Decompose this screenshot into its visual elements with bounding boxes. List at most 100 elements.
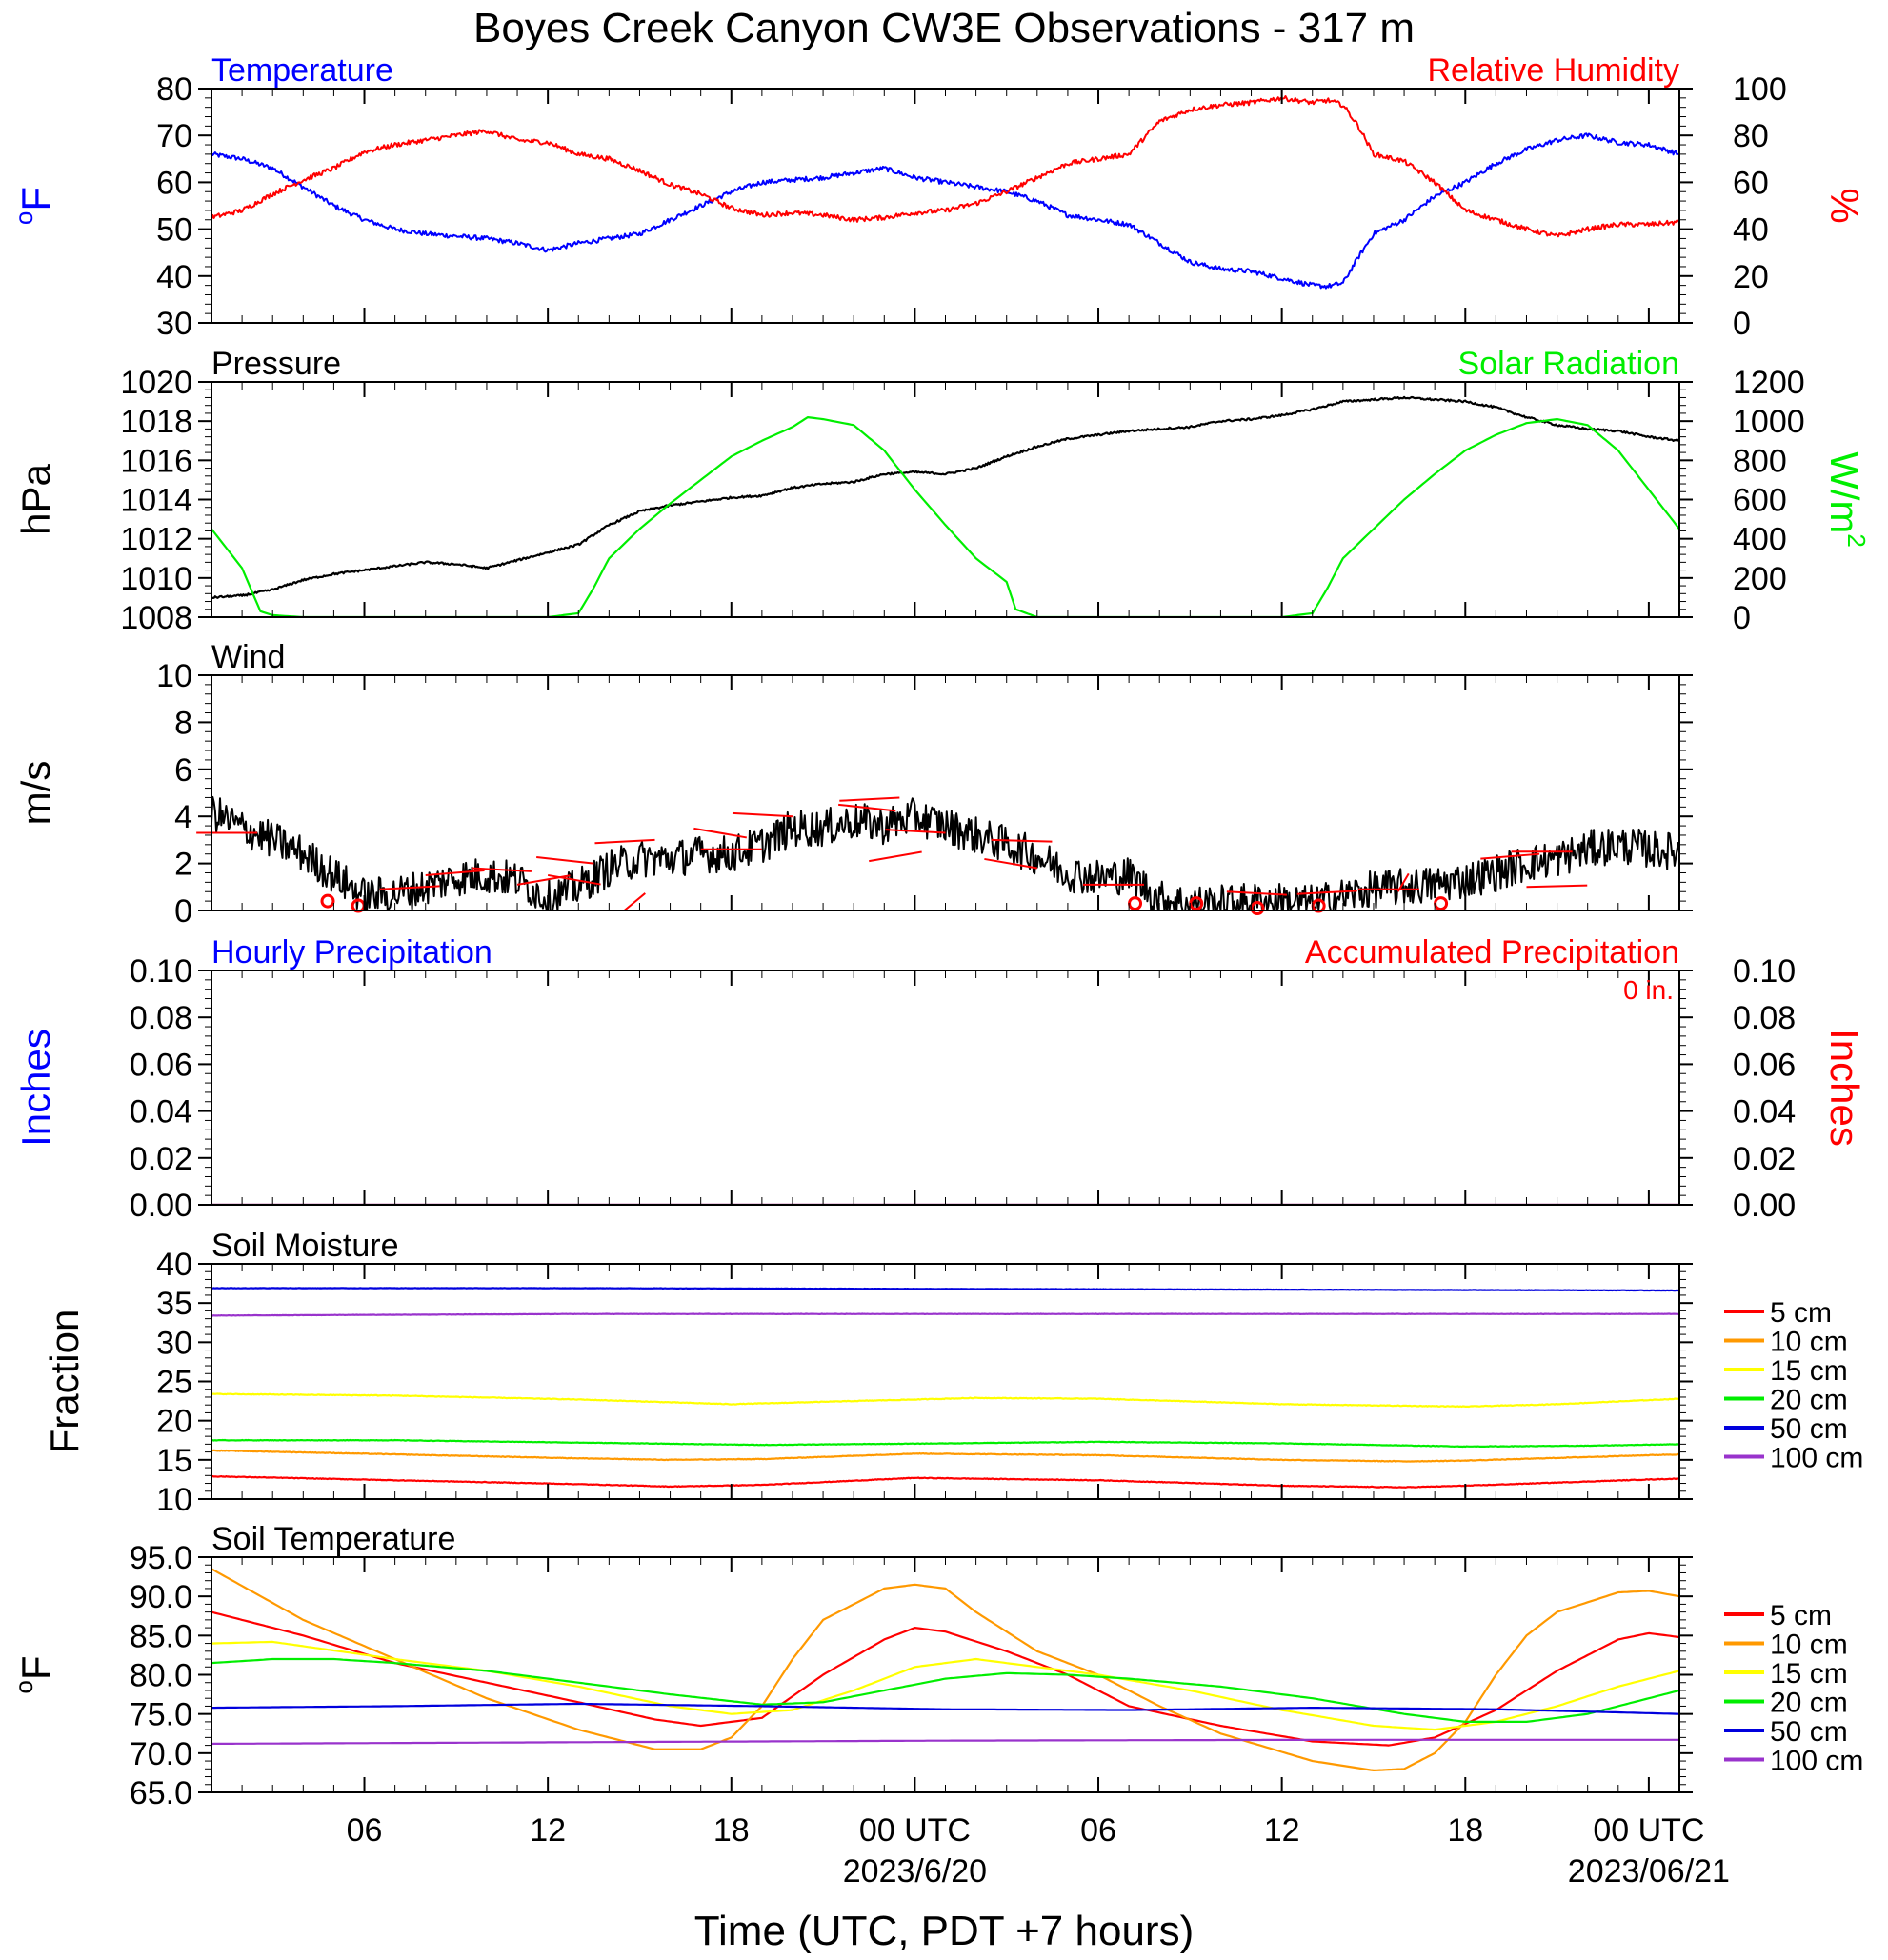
- series-line-pressure: [211, 395, 1679, 599]
- y-tick-label-right: 0.04: [1733, 1094, 1796, 1130]
- y-tick-label: 70.0: [130, 1736, 192, 1772]
- y-axis-label-right: Inches: [1822, 1029, 1867, 1147]
- legend-label: 20 cm: [1770, 1688, 1848, 1719]
- y-tick-label: 2: [174, 847, 192, 883]
- panel-title-left: Temperature: [211, 52, 393, 89]
- y-tick-label: 8: [174, 705, 192, 741]
- wind-barb: [379, 885, 440, 890]
- series-line-15-cm: [211, 1640, 1679, 1731]
- y-tick-label: 30: [156, 1325, 192, 1361]
- y-tick-label: 0.08: [130, 1000, 192, 1036]
- y-axis-label: oF: [10, 187, 58, 225]
- y-tick-label: 80: [156, 71, 192, 108]
- wind-calm-marker: [320, 893, 335, 909]
- y-tick-label: 15: [156, 1443, 192, 1479]
- wind-barb: [1526, 884, 1588, 889]
- y-axis-left: 0 2 4 6 8 10: [156, 658, 1693, 930]
- panel-title-left: Soil Temperature: [211, 1521, 455, 1557]
- y-tick-label: 90.0: [130, 1579, 192, 1615]
- y-tick-label-right: 0: [1733, 600, 1751, 636]
- series-line-5-cm: [211, 1475, 1679, 1489]
- series-group: [211, 1568, 1679, 1771]
- wind-barb: [1226, 890, 1287, 896]
- legend-label: 50 cm: [1770, 1413, 1848, 1445]
- wind-barb: [869, 850, 922, 863]
- plot-frame: [211, 1263, 1680, 1500]
- y-tick-label-right: 0.00: [1733, 1188, 1796, 1224]
- panel-title-right: Accumulated Precipitation: [1305, 934, 1679, 970]
- wind-barb: [839, 796, 900, 802]
- series-group: [211, 795, 1679, 911]
- wind-barb: [693, 827, 747, 839]
- x-tick-label: 18: [1447, 1812, 1483, 1849]
- y-tick-label: 40: [156, 259, 192, 295]
- series-group: [211, 1287, 1679, 1489]
- y-tick-label-right: 40: [1733, 212, 1769, 249]
- x-ticks: [211, 382, 1680, 617]
- accumulated-total: 0 in.: [1623, 975, 1674, 1005]
- x-date-label: 2023/06/21: [1568, 1853, 1730, 1890]
- legend-label: 15 cm: [1770, 1658, 1848, 1690]
- y-tick-label: 30: [156, 306, 192, 342]
- y-axis-label: oF: [10, 1655, 58, 1693]
- panel-wind: 0 2 4 6 8 10 Wind m/s: [13, 639, 1693, 930]
- y-tick-label: 25: [156, 1365, 192, 1401]
- y-tick-label: 1020: [120, 365, 192, 401]
- series-line-solar-radiation: [211, 416, 1679, 618]
- series-line-10-cm: [211, 1568, 1679, 1771]
- wind-calm-marker: [1434, 896, 1449, 911]
- series-line-temperature: [211, 132, 1679, 290]
- legend-label: 10 cm: [1770, 1630, 1848, 1661]
- y-tick-label-right: 80: [1733, 118, 1769, 154]
- series-line-relative-humidity: [211, 95, 1679, 238]
- figure-title: Boyes Creek Canyon CW3E Observations - 3…: [473, 5, 1415, 51]
- y-tick-label-right: 0.10: [1733, 953, 1796, 990]
- series-line-50-cm: [211, 1287, 1679, 1292]
- wind-barb: [425, 869, 485, 876]
- y-tick-label: 0.02: [130, 1141, 192, 1177]
- y-axis-left: 0.00 0.02 0.04 0.06 0.08 0.10: [130, 953, 1693, 1224]
- legend-label: 20 cm: [1770, 1385, 1848, 1416]
- y-tick-label: 0.10: [130, 953, 192, 990]
- x-ticks: [211, 1264, 1680, 1499]
- y-tick-label: 10: [156, 658, 192, 694]
- x-tick-label: 12: [1264, 1812, 1300, 1849]
- wind-barb: [623, 892, 646, 911]
- y-tick-label-right: 100: [1733, 71, 1787, 108]
- wind-barb: [594, 838, 655, 845]
- y-axis-label-right: W/m2: [1822, 451, 1871, 548]
- panel-title-left: Wind: [211, 639, 285, 675]
- x-tick-label: 06: [347, 1812, 383, 1849]
- y-tick-label: 0.00: [130, 1188, 192, 1224]
- x-ticks: [211, 675, 1680, 910]
- y-axis-label: Fraction: [42, 1310, 87, 1454]
- series-line-100-cm: [211, 1738, 1679, 1746]
- y-tick-label-right: 200: [1733, 561, 1787, 597]
- y-tick-label-right: 0.02: [1733, 1141, 1796, 1177]
- y-tick-label: 95.0: [130, 1540, 192, 1576]
- panel-title-left: Pressure: [211, 346, 341, 382]
- series-line-20-cm: [211, 1438, 1679, 1449]
- y-tick-label-right: 0: [1733, 306, 1751, 342]
- panel-title-right: Relative Humidity: [1427, 52, 1679, 89]
- wind-barb: [984, 857, 1037, 870]
- y-tick-label: 35: [156, 1286, 192, 1322]
- panel-title-right: Solar Radiation: [1458, 346, 1679, 382]
- x-ticks: [211, 1557, 1680, 1792]
- y-axis-right: 0 20 40 60 80 100: [1733, 71, 1787, 342]
- y-axis-label: Inches: [13, 1029, 58, 1147]
- wind-barbs: [196, 796, 1588, 916]
- series-group: [211, 95, 1679, 290]
- y-tick-label-right: 800: [1733, 443, 1787, 479]
- legend-label: 100 cm: [1770, 1746, 1863, 1777]
- series-group: [211, 395, 1679, 618]
- wind-barb: [536, 856, 594, 865]
- series-line-10-cm: [211, 1449, 1679, 1463]
- y-tick-label-right: 60: [1733, 165, 1769, 201]
- panel-soil-temperature: 65.070.075.080.0 85.090.095.0 Soil Tempera…: [10, 1521, 1863, 1811]
